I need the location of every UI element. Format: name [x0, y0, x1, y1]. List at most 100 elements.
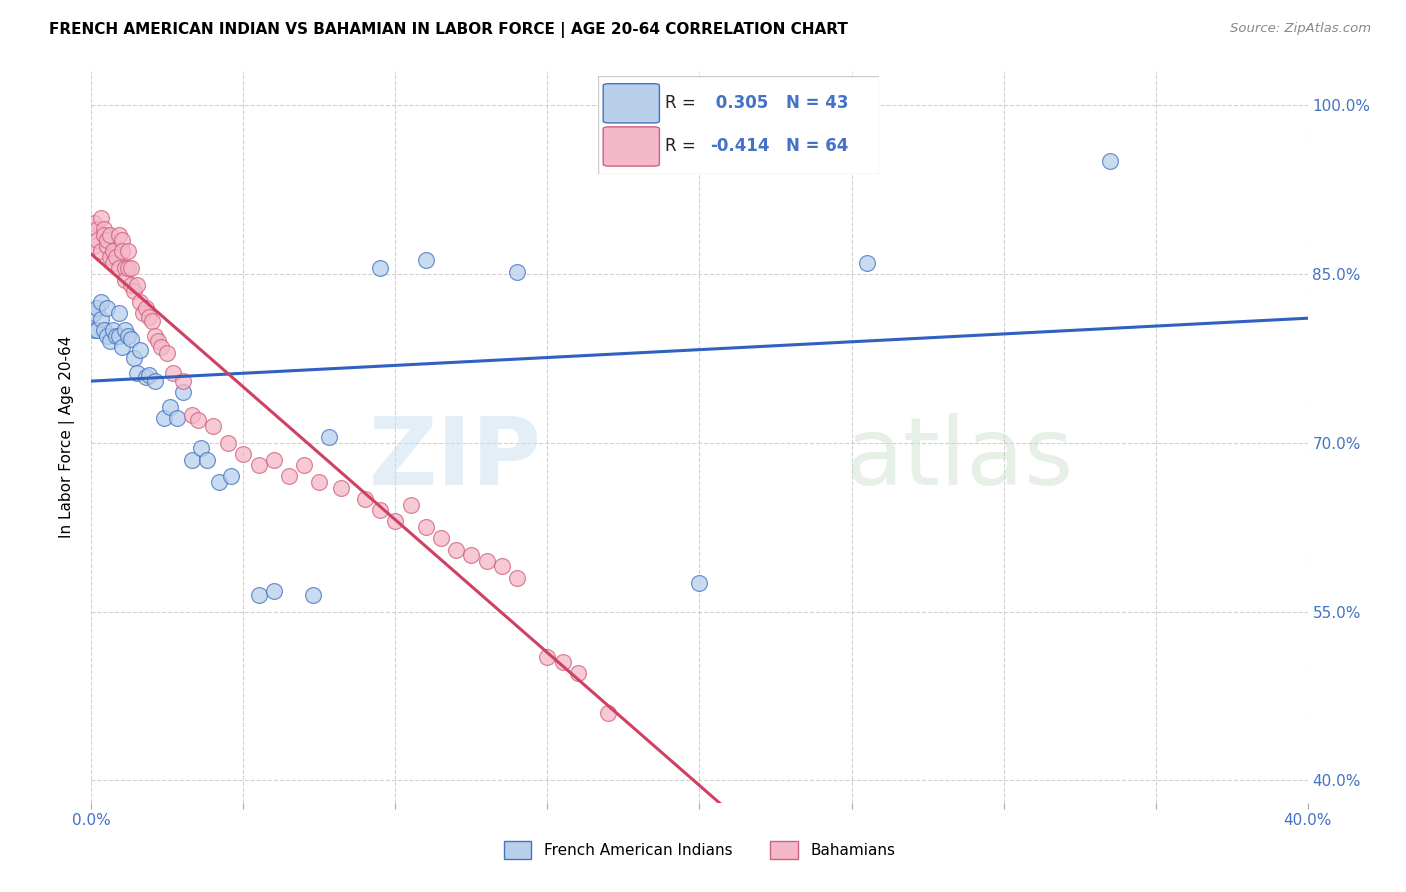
FancyBboxPatch shape — [603, 84, 659, 123]
Point — [96, 328, 118, 343]
Point — [83, 323, 105, 337]
Point — [1098, 154, 1121, 169]
Point — [399, 498, 422, 512]
Point — [263, 584, 285, 599]
Text: atlas: atlas — [845, 413, 1074, 505]
Point — [156, 345, 179, 359]
Point — [536, 649, 558, 664]
Point — [855, 255, 877, 269]
Point — [107, 306, 129, 320]
Point — [219, 469, 242, 483]
Point — [104, 328, 127, 343]
Point — [150, 340, 173, 354]
Point — [202, 418, 225, 433]
Legend: French American Indians, Bahamians: French American Indians, Bahamians — [498, 835, 901, 864]
Point — [475, 554, 498, 568]
Point — [122, 351, 145, 366]
Text: N = 64: N = 64 — [786, 137, 848, 155]
Point — [232, 447, 254, 461]
Point — [180, 408, 202, 422]
Point — [93, 222, 115, 236]
Point — [89, 312, 111, 326]
Point — [96, 239, 118, 253]
Point — [86, 301, 108, 315]
Point — [101, 255, 124, 269]
Point — [415, 520, 437, 534]
Point — [143, 328, 166, 343]
Text: 0.305: 0.305 — [710, 95, 768, 112]
Point — [598, 706, 620, 720]
Point — [107, 328, 129, 343]
Point — [96, 301, 118, 315]
Point — [430, 532, 453, 546]
Text: Source: ZipAtlas.com: Source: ZipAtlas.com — [1230, 22, 1371, 36]
Point — [180, 452, 202, 467]
Point — [86, 222, 108, 236]
Text: FRENCH AMERICAN INDIAN VS BAHAMIAN IN LABOR FORCE | AGE 20-64 CORRELATION CHART: FRENCH AMERICAN INDIAN VS BAHAMIAN IN LA… — [49, 22, 848, 38]
Point — [104, 250, 127, 264]
Point — [247, 588, 270, 602]
Point — [98, 227, 121, 242]
Point — [141, 314, 163, 328]
Point — [129, 343, 152, 358]
Point — [217, 435, 239, 450]
Point — [278, 469, 301, 483]
Point — [384, 515, 406, 529]
Point — [159, 400, 181, 414]
Point — [117, 328, 139, 343]
Point — [491, 559, 513, 574]
Point — [172, 374, 194, 388]
Point — [125, 366, 148, 380]
Point — [101, 323, 124, 337]
Point — [135, 301, 157, 315]
Point — [93, 323, 115, 337]
Point — [444, 542, 467, 557]
Point — [195, 452, 218, 467]
Point — [117, 261, 139, 276]
Point — [460, 548, 482, 562]
Point — [318, 430, 340, 444]
Point — [292, 458, 315, 473]
Y-axis label: In Labor Force | Age 20-64: In Labor Force | Age 20-64 — [59, 336, 76, 538]
Text: -0.414: -0.414 — [710, 137, 769, 155]
Point — [111, 233, 134, 247]
Point — [329, 481, 352, 495]
Point — [138, 368, 160, 383]
Point — [263, 452, 285, 467]
Text: N = 43: N = 43 — [786, 95, 848, 112]
Point — [125, 278, 148, 293]
Point — [551, 655, 574, 669]
Point — [120, 332, 142, 346]
Point — [368, 261, 391, 276]
Point — [208, 475, 231, 489]
Point — [302, 588, 325, 602]
Point — [83, 216, 105, 230]
Point — [83, 239, 105, 253]
Point — [117, 244, 139, 259]
Point — [132, 306, 155, 320]
Point — [688, 576, 710, 591]
Point — [101, 244, 124, 259]
Point — [190, 442, 212, 456]
Point — [111, 340, 134, 354]
Point — [506, 265, 529, 279]
Text: R =: R = — [665, 137, 702, 155]
Point — [89, 244, 111, 259]
Point — [83, 306, 105, 320]
Point — [114, 272, 136, 286]
Point — [247, 458, 270, 473]
Point — [162, 366, 184, 380]
Point — [567, 666, 589, 681]
Point — [143, 374, 166, 388]
Point — [89, 295, 111, 310]
Point — [122, 284, 145, 298]
Point — [506, 571, 529, 585]
Point — [166, 411, 188, 425]
Text: ZIP: ZIP — [368, 413, 541, 505]
Point — [138, 310, 160, 324]
Point — [354, 491, 377, 506]
Point — [86, 233, 108, 247]
Point — [93, 227, 115, 242]
Point — [187, 413, 209, 427]
Point — [107, 227, 129, 242]
